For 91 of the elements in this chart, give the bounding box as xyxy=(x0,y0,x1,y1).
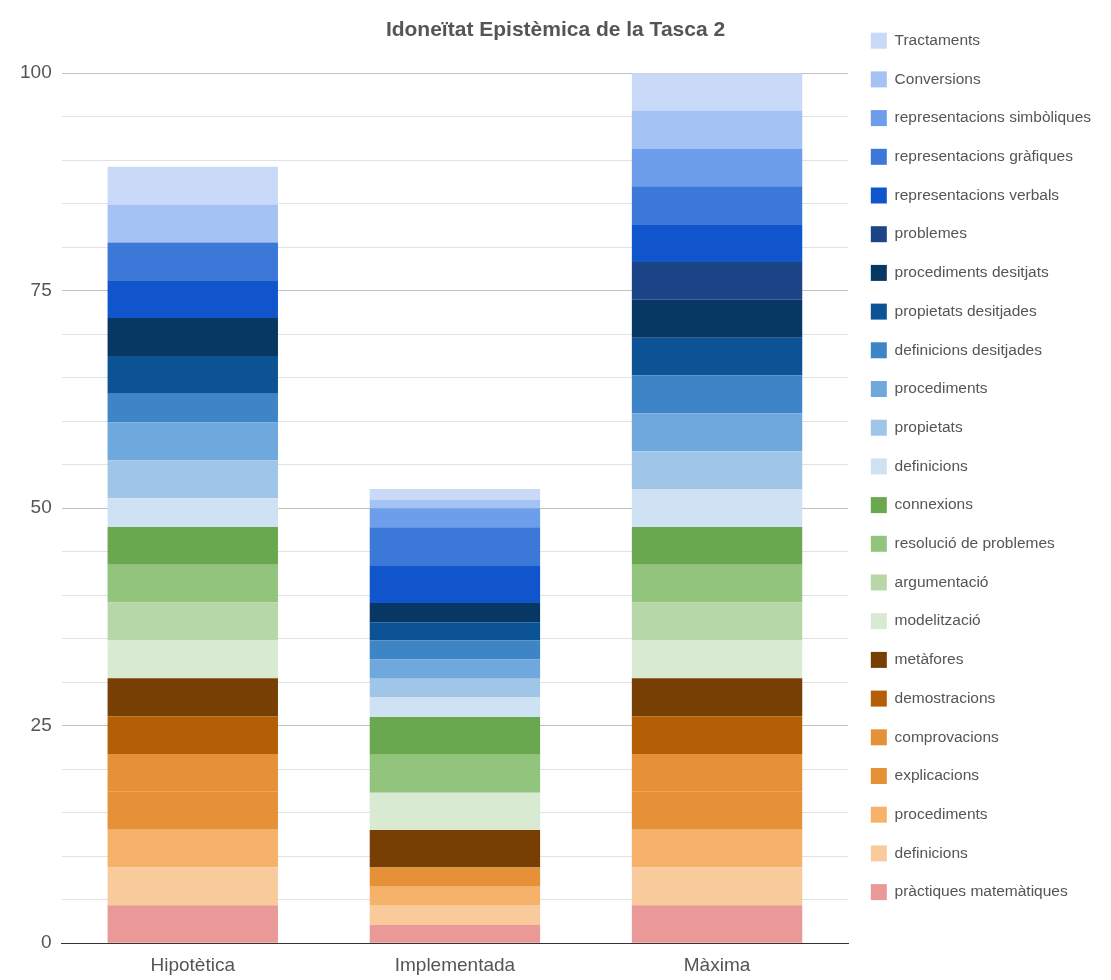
bar xyxy=(369,886,541,905)
bar xyxy=(369,640,541,660)
bar xyxy=(631,526,803,565)
legend-label: metàfores xyxy=(894,650,964,668)
bar xyxy=(369,678,541,697)
legend-label: propietats desitjades xyxy=(894,301,1037,319)
bar xyxy=(631,905,803,943)
bar xyxy=(631,640,803,679)
bar xyxy=(369,792,541,831)
bar xyxy=(107,280,278,319)
bar xyxy=(631,413,803,452)
y-tick-label: 0 xyxy=(41,931,52,953)
bar xyxy=(631,148,803,187)
bar xyxy=(631,261,803,300)
bar xyxy=(107,867,278,906)
bar xyxy=(107,166,278,205)
legend-label: modelització xyxy=(894,611,981,629)
bar xyxy=(369,622,541,641)
legend-label: procediments xyxy=(894,804,988,822)
legend-label: pràctiques matemàtiques xyxy=(894,882,1068,900)
bar xyxy=(369,867,541,887)
bar xyxy=(631,451,803,490)
bar xyxy=(631,829,803,868)
bar xyxy=(107,602,278,641)
legend-label: connexions xyxy=(894,495,974,513)
bar xyxy=(631,224,803,262)
bar xyxy=(369,527,541,566)
legend-label: definicions xyxy=(894,843,969,861)
legend-label: representacions verbals xyxy=(894,185,1060,203)
y-tick-label: 25 xyxy=(30,713,52,735)
bar xyxy=(107,422,278,461)
bar xyxy=(369,924,541,943)
bar xyxy=(369,603,541,623)
legend-label: Tractaments xyxy=(894,30,981,48)
bar xyxy=(631,716,803,754)
bar xyxy=(631,867,803,906)
bar xyxy=(107,460,278,499)
bar xyxy=(369,830,541,868)
bar xyxy=(107,905,278,943)
bar xyxy=(107,829,278,868)
bar xyxy=(631,186,803,225)
bar xyxy=(369,489,541,500)
legend-label: explicacions xyxy=(894,766,980,784)
bar xyxy=(369,696,541,717)
legend-label: procediments desitjats xyxy=(894,263,1050,281)
bar xyxy=(107,498,278,527)
bar xyxy=(631,375,803,414)
legend-label: procediments xyxy=(894,379,988,397)
legend-label: propietats xyxy=(894,417,963,435)
bar xyxy=(107,526,278,565)
y-tick-label: 75 xyxy=(30,278,52,300)
bar xyxy=(107,640,278,679)
bar xyxy=(631,678,803,717)
legend-label: resolució de problemes xyxy=(894,534,1056,552)
bar xyxy=(631,602,803,641)
bar xyxy=(107,355,278,394)
legend-label: comprovacions xyxy=(894,727,1000,745)
bar xyxy=(107,242,278,281)
bar xyxy=(369,565,541,604)
bar xyxy=(631,110,803,149)
legend-label: argumentació xyxy=(894,572,989,590)
bar xyxy=(631,299,803,338)
bar xyxy=(631,489,803,527)
legend-label: demostracions xyxy=(894,688,996,706)
x-tick-label: Hipotètica xyxy=(150,953,236,975)
legend-label: definicions xyxy=(894,456,969,474)
legend-label: representacions gràfiques xyxy=(894,147,1074,165)
bar xyxy=(107,564,278,603)
bar xyxy=(369,754,541,793)
bar xyxy=(369,508,541,528)
bar xyxy=(631,337,803,376)
chart-title: Idoneïtat Epistèmica de la Tasca 2 xyxy=(385,17,726,41)
legend-label: representacions simbòliques xyxy=(894,108,1092,126)
bar xyxy=(107,204,278,243)
y-tick-label: 50 xyxy=(30,496,52,518)
bar xyxy=(369,717,541,755)
bar xyxy=(369,659,541,679)
legend-label: Conversions xyxy=(894,69,981,87)
bar xyxy=(369,904,541,925)
bar xyxy=(107,716,278,754)
x-tick-label: Màxima xyxy=(683,953,751,975)
bar xyxy=(631,73,803,111)
bar xyxy=(107,678,278,717)
legend-label: definicions desitjades xyxy=(894,340,1043,358)
x-tick-label: Implementada xyxy=(394,953,516,975)
y-tick-label: 100 xyxy=(20,61,52,83)
bar xyxy=(107,393,278,423)
bar xyxy=(631,564,803,603)
legend-label: problemes xyxy=(894,224,968,242)
bar xyxy=(369,499,541,509)
bar xyxy=(107,318,278,356)
